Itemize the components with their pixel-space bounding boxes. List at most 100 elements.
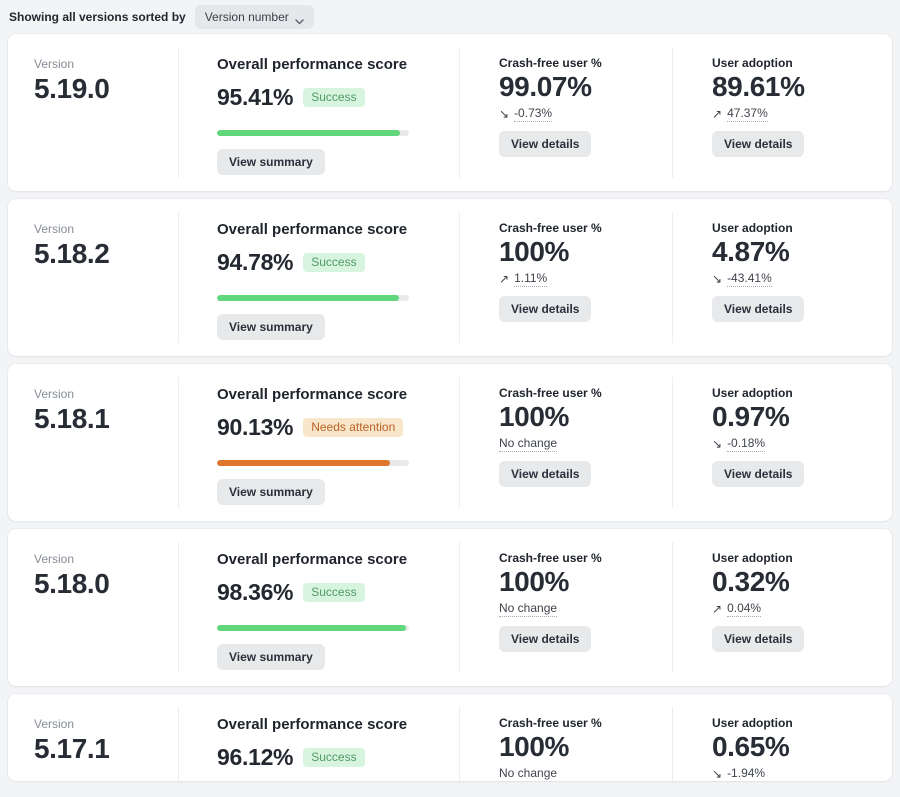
trend-down-icon: ↘: [712, 272, 723, 286]
crash-free-column: Crash-free user % 99.07% ↘ -0.73% View d…: [459, 34, 672, 191]
user-adoption-value: 4.87%: [712, 236, 790, 267]
trend-up-icon: ↗: [712, 107, 723, 121]
user-adoption-change-row: ↗ 0.04%: [712, 601, 892, 617]
view-summary-button[interactable]: View summary: [217, 149, 325, 175]
view-details-button[interactable]: View details: [712, 296, 805, 322]
performance-score: 98.36%: [217, 579, 294, 605]
user-adoption-title: User adoption: [712, 221, 793, 235]
user-adoption-change[interactable]: -43.41%: [727, 271, 772, 287]
trend-up-icon: ↗: [712, 602, 723, 616]
status-badge: Success: [303, 748, 365, 767]
user-adoption-value: 89.61%: [712, 71, 805, 102]
version-column: Version 5.17.1: [8, 694, 178, 781]
crash-free-title: Crash-free user %: [499, 551, 602, 565]
performance-column: Overall performance score 98.36% Success…: [178, 529, 459, 686]
view-summary-button[interactable]: View summary: [217, 479, 325, 505]
user-adoption-title: User adoption: [712, 56, 793, 70]
performance-progress-fill: [217, 130, 401, 136]
performance-progress-track: [217, 130, 409, 136]
performance-title: Overall performance score: [217, 716, 408, 733]
version-label: Version: [34, 57, 75, 71]
crash-free-change-row: ↘ -0.73%: [499, 106, 672, 122]
user-adoption-column: User adoption 0.97% ↘ -0.18% View detail…: [672, 364, 892, 521]
status-badge: Success: [303, 88, 365, 107]
user-adoption-column: User adoption 0.65% ↘ -1.94% View detail…: [672, 694, 892, 781]
crash-free-change[interactable]: No change: [499, 436, 558, 452]
version-card: Version 5.18.1 Overall performance score…: [8, 364, 892, 521]
version-number: 5.19.0: [34, 73, 110, 104]
performance-title: Overall performance score: [217, 221, 408, 238]
user-adoption-column: User adoption 89.61% ↗ 47.37% View detai…: [672, 34, 892, 191]
user-adoption-change[interactable]: -1.94%: [727, 766, 766, 780]
version-label: Version: [34, 387, 75, 401]
crash-free-change-row: No change: [499, 436, 672, 452]
view-details-button[interactable]: View details: [499, 461, 592, 487]
user-adoption-change-row: ↘ -43.41%: [712, 271, 892, 287]
user-adoption-change[interactable]: 0.04%: [727, 601, 762, 617]
crash-free-change[interactable]: 1.11%: [514, 271, 548, 287]
version-column: Version 5.19.0: [8, 34, 178, 191]
user-adoption-change[interactable]: -0.18%: [727, 436, 766, 452]
user-adoption-change-row: ↘ -1.94%: [712, 766, 892, 781]
performance-column: Overall performance score 94.78% Success…: [178, 199, 459, 356]
score-row: 98.36% Success: [217, 579, 459, 606]
crash-free-change[interactable]: No change: [499, 601, 558, 617]
performance-score: 95.41%: [217, 84, 294, 110]
version-label: Version: [34, 717, 75, 731]
crash-free-column: Crash-free user % 100% ↗ 1.11% View deta…: [459, 199, 672, 356]
version-card: Version 5.17.1 Overall performance score…: [8, 694, 892, 781]
crash-free-value: 99.07%: [499, 71, 592, 102]
version-number: 5.18.1: [34, 403, 110, 434]
crash-free-value: 100%: [499, 731, 570, 762]
crash-free-change[interactable]: -0.73%: [514, 106, 553, 122]
performance-column: Overall performance score 95.41% Success…: [178, 34, 459, 191]
crash-free-value: 100%: [499, 566, 570, 597]
version-column: Version 5.18.1: [8, 364, 178, 521]
view-details-button[interactable]: View details: [712, 461, 805, 487]
view-details-button[interactable]: View details: [499, 626, 592, 652]
performance-column: Overall performance score 90.13% Needs a…: [178, 364, 459, 521]
version-card-list: Version 5.19.0 Overall performance score…: [0, 34, 900, 781]
version-number: 5.18.0: [34, 568, 110, 599]
user-adoption-title: User adoption: [712, 716, 793, 730]
performance-title: Overall performance score: [217, 56, 408, 73]
view-details-button[interactable]: View details: [499, 131, 592, 157]
user-adoption-column: User adoption 4.87% ↘ -43.41% View detai…: [672, 199, 892, 356]
sort-dropdown[interactable]: Version number: [194, 5, 314, 29]
user-adoption-change[interactable]: 47.37%: [727, 106, 768, 122]
score-row: 94.78% Success: [217, 249, 459, 276]
performance-progress-fill: [217, 625, 406, 631]
version-card: Version 5.18.2 Overall performance score…: [8, 199, 892, 356]
crash-free-change-row: No change: [499, 601, 672, 617]
status-badge: Success: [303, 253, 365, 272]
view-details-button[interactable]: View details: [712, 131, 805, 157]
sort-dropdown-value: Version number: [204, 10, 289, 24]
crash-free-change[interactable]: No change: [499, 766, 558, 780]
trend-up-icon: ↗: [499, 272, 510, 286]
performance-progress-fill: [217, 295, 399, 301]
trend-down-icon: ↘: [499, 107, 510, 121]
performance-score: 96.12%: [217, 744, 294, 770]
user-adoption-change-row: ↘ -0.18%: [712, 436, 892, 452]
version-label: Version: [34, 552, 75, 566]
status-badge: Success: [303, 583, 365, 602]
performance-progress-track: [217, 625, 409, 631]
chevron-down-icon: [295, 14, 304, 25]
performance-progress-track: [217, 460, 409, 466]
crash-free-column: Crash-free user % 100% No change View de…: [459, 364, 672, 521]
user-adoption-change-row: ↗ 47.37%: [712, 106, 892, 122]
view-summary-button[interactable]: View summary: [217, 644, 325, 670]
version-label: Version: [34, 222, 75, 236]
crash-free-column: Crash-free user % 100% No change View de…: [459, 529, 672, 686]
user-adoption-column: User adoption 0.32% ↗ 0.04% View details: [672, 529, 892, 686]
crash-free-change-row: No change: [499, 766, 672, 781]
crash-free-title: Crash-free user %: [499, 56, 602, 70]
user-adoption-value: 0.97%: [712, 401, 790, 432]
version-card: Version 5.19.0 Overall performance score…: [8, 34, 892, 191]
view-details-button[interactable]: View details: [499, 296, 592, 322]
version-card: Version 5.18.0 Overall performance score…: [8, 529, 892, 686]
view-details-button[interactable]: View details: [712, 626, 805, 652]
performance-score: 90.13%: [217, 414, 294, 440]
view-summary-button[interactable]: View summary: [217, 314, 325, 340]
performance-title: Overall performance score: [217, 386, 408, 403]
